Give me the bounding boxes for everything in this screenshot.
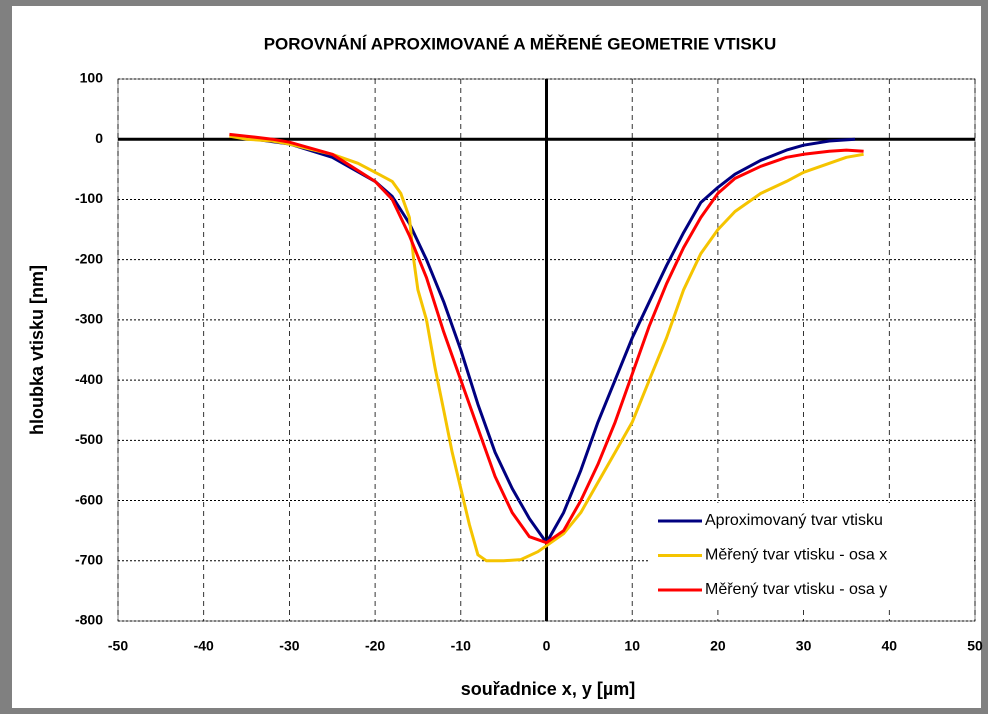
- x-tick-label: 50: [967, 638, 983, 654]
- legend-label: Měřený tvar vtisku - osa x: [705, 547, 887, 564]
- x-tick-label: 40: [882, 638, 898, 654]
- grid: [117, 78, 976, 622]
- lines: [229, 132, 864, 563]
- series-line: [229, 132, 864, 545]
- legend-label: Měřený tvar vtisku - osa y: [705, 581, 887, 598]
- y-tick-label: -200: [75, 250, 103, 266]
- x-tick-label: 30: [796, 638, 812, 654]
- x-tick-label: 0: [543, 638, 551, 654]
- x-axis-label: souřadnice x, y [µm]: [461, 679, 635, 699]
- x-tick-label: -20: [365, 638, 385, 654]
- x-tick-label: -40: [194, 638, 214, 654]
- y-axis-label: hloubka vtisku [nm]: [27, 265, 47, 435]
- series-line: [246, 136, 856, 545]
- y-tick-label: -700: [75, 551, 103, 567]
- x-tick-label: -10: [451, 638, 471, 654]
- y-tick-label: -600: [75, 491, 103, 507]
- x-tick-label: 10: [624, 638, 640, 654]
- x-tick-label: -50: [108, 638, 128, 654]
- y-tick-label: -300: [75, 311, 103, 327]
- y-tick-label: 0: [95, 130, 103, 146]
- x-tick-label: -30: [279, 638, 299, 654]
- chart-title: POROVNÁNÍ APROXIMOVANÉ A MĚŘENÉ GEOMETRI…: [264, 34, 777, 53]
- series-line: [229, 134, 864, 563]
- y-tick-label: -500: [75, 431, 103, 447]
- y-tick-label: -400: [75, 371, 103, 387]
- y-tick-label: -800: [75, 612, 103, 628]
- legend-label: Aproximovaný tvar vtisku: [705, 512, 883, 529]
- y-tick-label: 100: [80, 70, 104, 86]
- legend: [650, 503, 974, 609]
- x-tick-label: 20: [710, 638, 726, 654]
- y-tick-label: -100: [75, 190, 103, 206]
